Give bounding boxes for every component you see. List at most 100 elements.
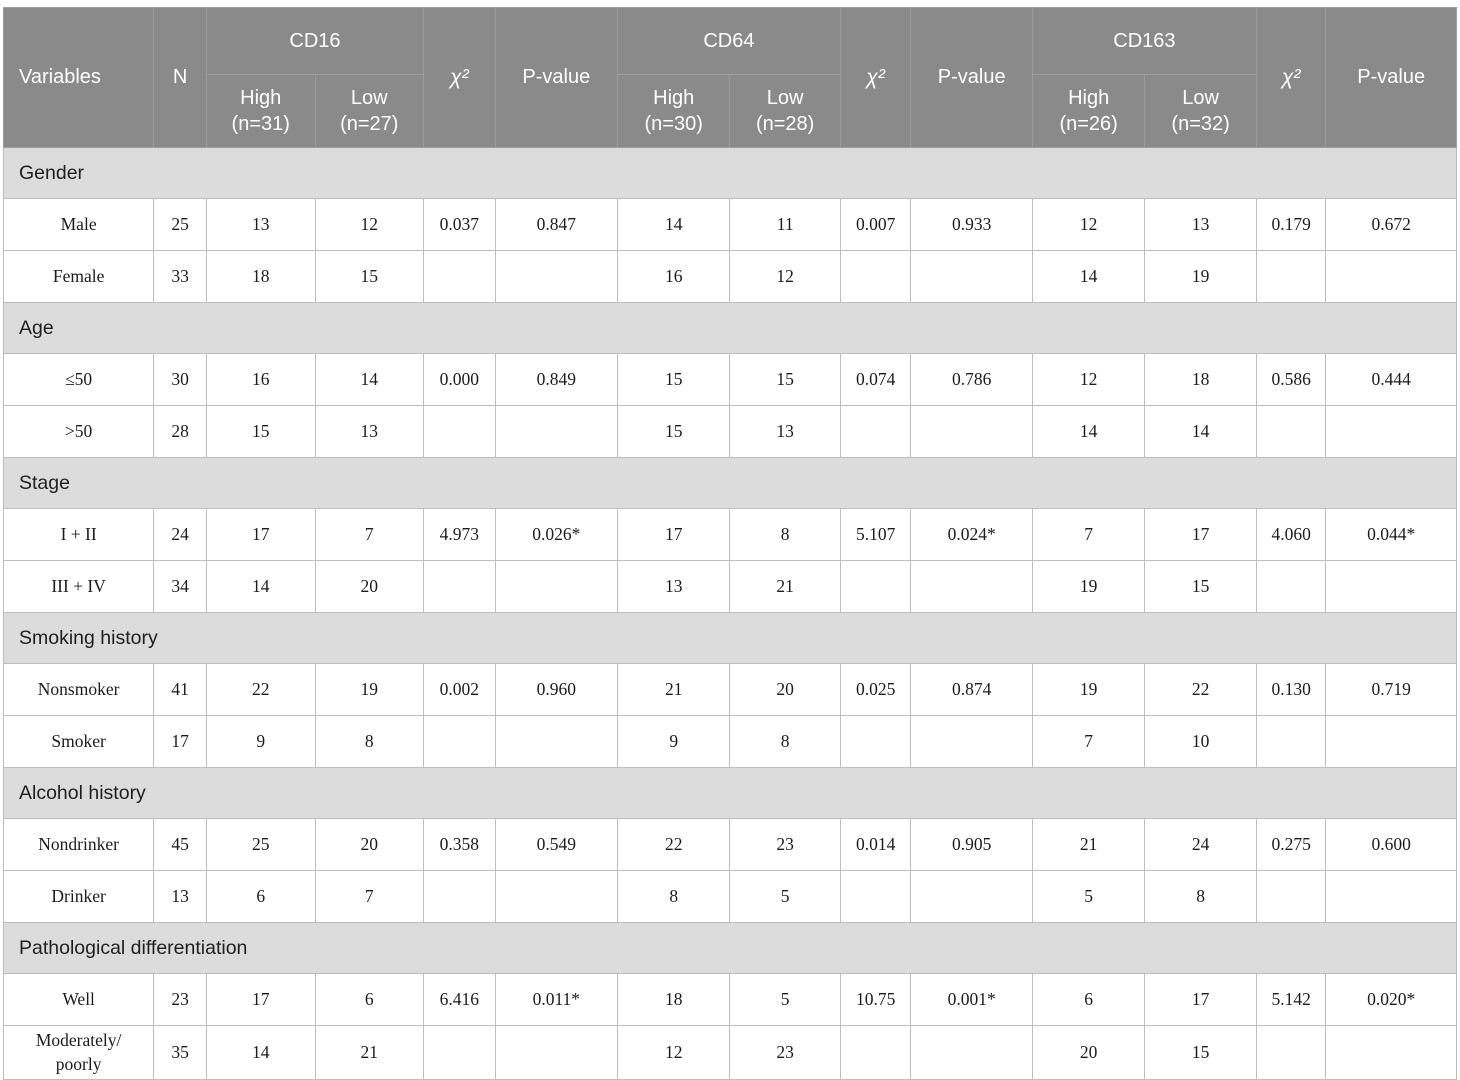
header-n: N	[153, 7, 207, 148]
row-value: 16	[205, 353, 316, 406]
row-variable: Female	[2, 250, 155, 303]
row-value: 0.849	[494, 353, 618, 406]
row-value: 24	[1144, 818, 1257, 871]
row-value	[1325, 715, 1457, 768]
row-value	[1325, 870, 1457, 923]
row-value	[910, 405, 1033, 458]
row-value: 16	[616, 250, 731, 303]
row-value: 0.179	[1255, 198, 1327, 251]
row-variable: Moderately/ poorly	[2, 1024, 155, 1080]
header-cd163-low: Low (n=32)	[1144, 74, 1257, 148]
row-value: 0.847	[494, 198, 618, 251]
row-value	[1255, 405, 1327, 458]
row-value: 17	[205, 508, 316, 561]
row-value: 21	[1031, 818, 1146, 871]
row-value: 14	[314, 353, 425, 406]
row-value: 4.060	[1255, 508, 1327, 561]
row-value: 19	[1031, 663, 1146, 716]
table-body: Gender Male 25 13 12 0.037 0.847 14 11 0.007 0.933…	[2, 147, 1457, 1080]
row-n: 24	[153, 508, 207, 561]
section-row: Alcohol history	[3, 767, 1457, 819]
row-value: 13	[729, 405, 841, 458]
row-value: 7	[314, 508, 425, 561]
row-value: 15	[616, 353, 731, 406]
row-value: 12	[616, 1024, 731, 1080]
table-row: Nondrinker 45 25 20 0.358 0.549 22 23 0.014 0.905…	[2, 818, 1457, 871]
table-row: III + IV 34 14 20 13 21 19 15	[2, 560, 1457, 613]
row-value: 21	[314, 1024, 425, 1080]
row-value: 0.586	[1255, 353, 1327, 406]
row-value: 7	[1031, 715, 1146, 768]
table-row: Female 33 18 15 16 12 14 19	[2, 250, 1457, 303]
row-value: 0.786	[910, 353, 1033, 406]
row-value: 0.026*	[494, 508, 618, 561]
row-n: 30	[153, 353, 207, 406]
row-value: 8	[1144, 870, 1257, 923]
row-value: 8	[314, 715, 425, 768]
row-value: 20	[729, 663, 841, 716]
row-variable: I + II	[2, 508, 155, 561]
row-value: 0.024*	[910, 508, 1033, 561]
section-label: Gender	[3, 147, 1457, 199]
row-n: 13	[153, 870, 207, 923]
row-value	[1325, 560, 1457, 613]
header-chi2-cd163: χ²	[1255, 7, 1327, 148]
header-cd163-high: High (n=26)	[1031, 74, 1146, 148]
header-cd16-low: Low (n=27)	[314, 74, 425, 148]
row-value: 0.025	[839, 663, 912, 716]
row-value: 13	[616, 560, 731, 613]
header-group-cd64: CD64	[616, 7, 841, 75]
row-value: 0.020*	[1325, 973, 1457, 1026]
row-variable: Male	[2, 198, 155, 251]
row-value: 0.549	[494, 818, 618, 871]
row-variable: Nonsmoker	[2, 663, 155, 716]
row-value: 9	[616, 715, 731, 768]
row-value: 5	[729, 973, 841, 1026]
row-value: 7	[1031, 508, 1146, 561]
row-value: 5	[1031, 870, 1146, 923]
row-n: 25	[153, 198, 207, 251]
row-value: 14	[205, 1024, 316, 1080]
row-n: 33	[153, 250, 207, 303]
row-value	[839, 250, 912, 303]
row-value: 19	[1144, 250, 1257, 303]
row-value: 23	[729, 818, 841, 871]
row-value: 21	[616, 663, 731, 716]
row-value: 0.275	[1255, 818, 1327, 871]
header-pvalue-cd64: P-value	[910, 7, 1033, 148]
row-value	[494, 870, 618, 923]
row-value: 19	[314, 663, 425, 716]
section-row: Pathological differentiation	[3, 922, 1457, 974]
row-value: 22	[205, 663, 316, 716]
table-header: Variables N CD16 χ² P-value CD64 χ² P-va…	[2, 7, 1457, 148]
row-value: 0.037	[423, 198, 496, 251]
header-cd64-high: High (n=30)	[616, 74, 731, 148]
header-group-cd163: CD163	[1031, 7, 1257, 75]
row-value: 13	[314, 405, 425, 458]
row-value: 11	[729, 198, 841, 251]
row-value: 0.001*	[910, 973, 1033, 1026]
row-value	[910, 250, 1033, 303]
row-value: 6	[314, 973, 425, 1026]
row-variable: Smoker	[2, 715, 155, 768]
row-value: 20	[1031, 1024, 1146, 1080]
header-cd16-high: High (n=31)	[205, 74, 316, 148]
row-value: 0.011*	[494, 973, 618, 1026]
row-value	[839, 715, 912, 768]
section-label: Pathological differentiation	[3, 922, 1457, 974]
row-value: 0.007	[839, 198, 912, 251]
row-value	[423, 250, 496, 303]
row-value: 10.75	[839, 973, 912, 1026]
row-value	[494, 1024, 618, 1080]
row-value	[494, 250, 618, 303]
header-cd64-low: Low (n=28)	[729, 74, 841, 148]
row-value: 0.600	[1325, 818, 1457, 871]
header-pvalue-cd163: P-value	[1325, 7, 1457, 148]
row-value: 5.107	[839, 508, 912, 561]
row-value: 15	[205, 405, 316, 458]
row-value: 15	[616, 405, 731, 458]
row-value: 5	[729, 870, 841, 923]
row-value	[494, 560, 618, 613]
row-value: 0.444	[1325, 353, 1457, 406]
row-value: 0.002	[423, 663, 496, 716]
